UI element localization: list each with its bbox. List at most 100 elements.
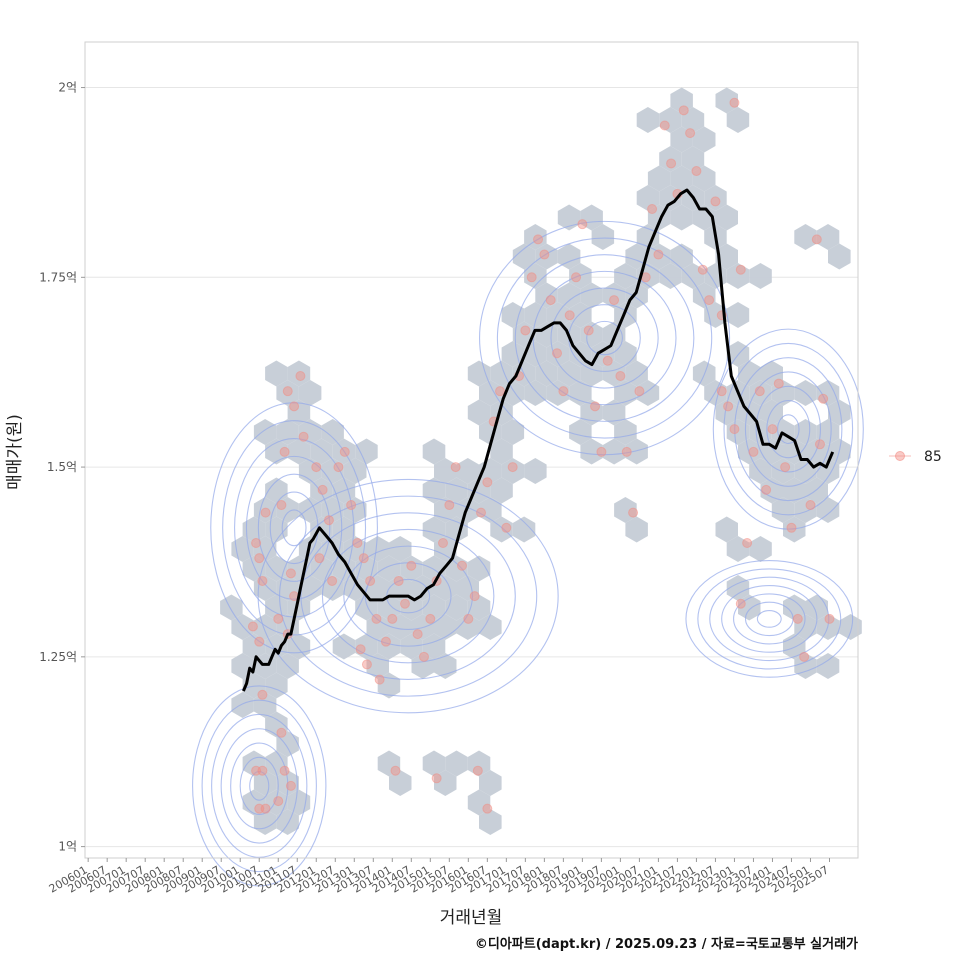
hexbin-cell bbox=[422, 438, 446, 465]
hexbin-cell bbox=[524, 380, 547, 406]
data-point bbox=[634, 386, 645, 397]
hexbin-cell bbox=[276, 497, 299, 523]
hexbin-cell bbox=[321, 419, 344, 445]
hexbin-cell bbox=[602, 399, 626, 426]
hexbin-cell bbox=[580, 399, 603, 426]
hexbin-cell bbox=[647, 165, 671, 192]
density-contour bbox=[496, 237, 713, 439]
hexbin-cell bbox=[569, 380, 592, 406]
hexbin-cell bbox=[692, 126, 716, 153]
hexbin-cell bbox=[704, 185, 727, 211]
hexbin-cell bbox=[771, 497, 795, 523]
data-point bbox=[545, 295, 556, 306]
hexbin-cell bbox=[580, 438, 603, 465]
data-point bbox=[254, 803, 265, 814]
data-point bbox=[507, 462, 518, 473]
data-point bbox=[254, 636, 265, 647]
hexbin-cell bbox=[355, 438, 378, 465]
hexbin-cell bbox=[557, 204, 581, 231]
data-point bbox=[748, 446, 759, 457]
hexbin-cell bbox=[794, 224, 817, 250]
data-point bbox=[558, 386, 569, 397]
hexbin-cell bbox=[636, 107, 660, 133]
hexbin-cell bbox=[265, 360, 288, 387]
hexbin-cell bbox=[501, 458, 525, 484]
data-point bbox=[552, 348, 563, 359]
hexbin-cell bbox=[501, 419, 525, 445]
trend-layer bbox=[242, 188, 835, 692]
hexbin-cell bbox=[512, 516, 536, 543]
hexbin-cell bbox=[366, 575, 389, 601]
hexbin-cell bbox=[726, 341, 750, 367]
data-point bbox=[716, 386, 727, 397]
data-point bbox=[472, 765, 483, 776]
hexbin-cell bbox=[434, 770, 457, 796]
hexbin-cell bbox=[602, 438, 626, 465]
hexbin-cell bbox=[389, 614, 412, 640]
density-contour bbox=[685, 560, 854, 678]
hexbin-cell bbox=[614, 263, 637, 289]
density-contours bbox=[192, 220, 864, 887]
data-point bbox=[799, 651, 810, 662]
hexbin-cell bbox=[366, 653, 389, 679]
data-point bbox=[647, 203, 658, 214]
hexbin-cell bbox=[366, 536, 389, 562]
density-contour bbox=[245, 455, 343, 600]
legend-label: 85 bbox=[924, 449, 942, 465]
data-point bbox=[418, 651, 429, 662]
hexbin-cell bbox=[411, 653, 434, 679]
hexbin-cell bbox=[445, 750, 468, 777]
data-point bbox=[365, 575, 376, 586]
hexbin-cell bbox=[343, 536, 367, 562]
density-contour bbox=[697, 568, 842, 670]
hexbin-cell bbox=[659, 185, 682, 211]
density-contour bbox=[220, 728, 298, 844]
hexbin-cell bbox=[783, 516, 806, 543]
density-contour bbox=[479, 220, 731, 456]
hexbin-cell bbox=[614, 419, 637, 445]
density-contour bbox=[734, 357, 843, 502]
data-point bbox=[735, 264, 746, 275]
density-contour bbox=[239, 756, 279, 816]
legend: 85 bbox=[889, 449, 942, 465]
hexbin-cell bbox=[557, 243, 581, 270]
hexbin-cell bbox=[422, 750, 446, 777]
data-point bbox=[571, 272, 582, 283]
data-point bbox=[463, 613, 474, 624]
data-point bbox=[742, 537, 753, 548]
data-point bbox=[450, 462, 461, 473]
hexbin-cell bbox=[242, 555, 266, 582]
hexbin-cell bbox=[625, 360, 648, 387]
data-point bbox=[697, 264, 708, 275]
density-contour bbox=[709, 576, 830, 662]
data-point bbox=[444, 500, 455, 511]
hexbin-cell bbox=[535, 282, 558, 309]
hexbin-cell bbox=[726, 263, 750, 289]
hexbin-cell bbox=[659, 263, 682, 289]
data-point bbox=[729, 424, 740, 435]
data-point bbox=[539, 249, 550, 260]
hexbin-cell bbox=[479, 809, 502, 835]
hexbin-cell bbox=[253, 614, 277, 640]
data-point bbox=[352, 537, 363, 548]
hexbin-cell bbox=[377, 555, 401, 582]
hexbin-cell bbox=[524, 224, 547, 250]
hexbin-cell bbox=[298, 575, 322, 601]
density-contour bbox=[230, 742, 289, 830]
data-point bbox=[590, 401, 601, 412]
hexbin-cell bbox=[580, 204, 603, 231]
hexbin-cell bbox=[816, 224, 840, 250]
hexbin-cell bbox=[726, 302, 750, 328]
data-point bbox=[704, 295, 715, 306]
data-point bbox=[761, 484, 772, 495]
hexbin-cell bbox=[467, 594, 491, 621]
hexbin-cell bbox=[512, 243, 536, 270]
data-point bbox=[659, 120, 670, 131]
density-contour bbox=[281, 509, 307, 547]
data-point bbox=[371, 613, 382, 624]
hexbin-cell bbox=[524, 302, 547, 328]
y-tick-label: 1억 bbox=[58, 840, 77, 854]
data-point bbox=[482, 803, 493, 814]
data-point bbox=[805, 500, 816, 511]
density-contour bbox=[723, 342, 854, 516]
